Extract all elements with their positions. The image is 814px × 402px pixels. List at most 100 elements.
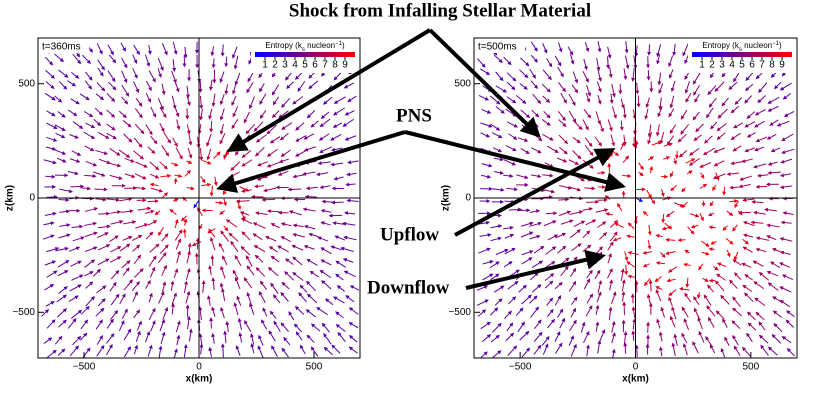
flow-arrow [73, 237, 84, 241]
colorbar-label-part: ) [779, 41, 782, 50]
flow-arrow [669, 267, 677, 272]
flow-arrow [124, 280, 132, 290]
flow-arrow [95, 150, 107, 153]
colorbar-label-part: ) [342, 41, 345, 50]
flow-arrow [57, 309, 66, 317]
flow-arrow [598, 70, 601, 81]
flow-arrow [694, 85, 700, 95]
flow-arrow [559, 186, 571, 189]
flow-arrow [322, 210, 332, 212]
flow-arrow [70, 346, 78, 356]
flow-arrow [271, 256, 279, 262]
flow-arrow [84, 223, 96, 225]
flow-arrow [285, 272, 294, 280]
flow-arrow [215, 177, 217, 185]
flow-arrow [769, 162, 778, 165]
flow-arrow [503, 227, 513, 228]
flow-arrow [123, 268, 129, 276]
flow-arrow [307, 310, 316, 317]
flow-arrow [221, 94, 225, 104]
flow-arrow [682, 307, 688, 317]
flow-arrow [542, 175, 552, 176]
flow-arrow [146, 232, 153, 239]
flow-arrow [684, 264, 691, 265]
flow-arrow [273, 97, 278, 104]
colorbar-tick-label: 1 [699, 60, 705, 71]
flow-arrow [647, 190, 652, 198]
flow-arrow [703, 278, 708, 281]
flow-arrow [274, 295, 281, 303]
flow-arrow [320, 147, 332, 153]
flow-arrow [71, 310, 81, 318]
flow-arrow [561, 220, 573, 224]
flow-arrow [733, 225, 738, 231]
flow-arrow [80, 333, 86, 340]
flow-arrow [666, 240, 675, 241]
flow-arrow [213, 334, 215, 344]
flow-arrow [231, 162, 240, 170]
flow-arrow [227, 220, 238, 227]
flow-arrow [723, 226, 727, 231]
x-axis-label: x(km) [622, 374, 649, 385]
flow-arrow [232, 119, 238, 128]
flow-arrow [336, 274, 343, 280]
flow-arrow [172, 293, 176, 304]
flow-arrow [509, 134, 517, 140]
flow-arrow [597, 222, 605, 228]
flow-arrow [746, 72, 754, 81]
flow-arrow [334, 108, 345, 115]
flow-arrow [491, 336, 499, 343]
flow-arrow [95, 108, 102, 115]
flow-arrow [733, 308, 742, 316]
flow-arrow [54, 54, 63, 61]
flow-arrow [586, 306, 592, 316]
x-axis-label: x(km) [186, 374, 213, 385]
flow-arrow [272, 84, 278, 94]
flow-arrow [555, 56, 561, 66]
flow-arrow [189, 134, 191, 145]
flow-arrow [226, 57, 227, 67]
flow-arrow [349, 347, 357, 353]
colorbar-tick-label: 3 [282, 60, 288, 71]
flow-arrow [698, 318, 702, 329]
flow-arrow [211, 121, 212, 132]
flow-arrow [671, 185, 676, 190]
flow-arrow [107, 93, 115, 101]
flow-arrow [338, 333, 345, 342]
flow-arrow [680, 289, 689, 290]
flow-arrow [135, 124, 143, 133]
flow-arrow [607, 269, 612, 278]
flow-arrow [521, 110, 530, 118]
flow-arrow [705, 136, 713, 143]
flow-arrow [745, 293, 754, 302]
flow-arrow [210, 266, 212, 275]
flow-arrow [146, 125, 152, 135]
flow-arrow [80, 188, 90, 189]
flow-arrow [309, 234, 318, 237]
flow-arrow [307, 281, 316, 290]
flow-arrow [259, 336, 263, 346]
colorbar-label-part: Entropy (k [702, 41, 739, 50]
flow-arrow [758, 96, 766, 103]
flow-arrow [135, 108, 142, 117]
flow-arrow [281, 150, 290, 156]
flow-arrow [47, 111, 55, 116]
flow-arrow [760, 273, 769, 281]
colorbar-tick-label: 7 [759, 60, 765, 71]
flow-arrow [161, 176, 171, 177]
flow-arrow [274, 322, 280, 332]
flow-arrow [85, 72, 91, 80]
flow-arrow [570, 321, 577, 331]
annotation: Upflow [380, 224, 439, 245]
flow-arrow [529, 296, 536, 303]
flow-arrow [247, 82, 253, 92]
flow-arrow [236, 278, 240, 289]
flow-arrow [211, 238, 215, 250]
flow-arrow [669, 290, 676, 296]
colorbar-tick-label: 6 [312, 60, 318, 71]
flow-arrow [349, 323, 358, 328]
flow-arrow [346, 111, 355, 115]
flow-arrow [518, 322, 524, 332]
flow-arrow [681, 124, 689, 134]
